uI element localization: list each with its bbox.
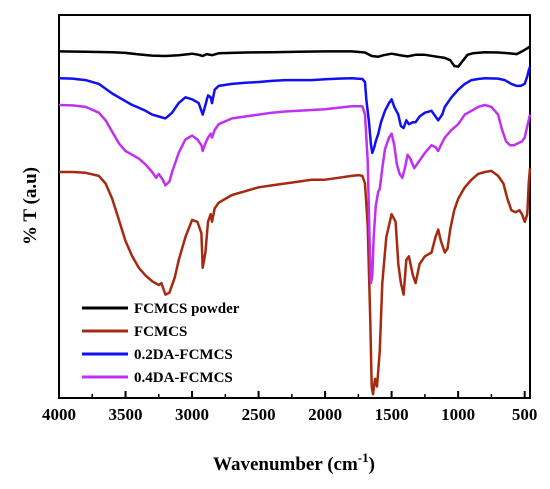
plot-frame	[58, 14, 531, 399]
x-axis-ticks: 4000 3500 3000 2500 2000 1500 1000 500	[42, 391, 537, 424]
legend-label: FCMCS	[134, 324, 187, 340]
legend: FCMCS powder FCMCS 0.2DA-FCMCS 0.4DA-FCMCS	[82, 301, 240, 386]
series-lines	[58, 45, 532, 396]
x-tick-label: 1000	[441, 405, 475, 424]
x-axis-label-main: Wavenumber (cm	[213, 454, 358, 475]
y-axis-label: % T (a.u)	[20, 167, 41, 245]
x-tick-label: 1500	[375, 405, 409, 424]
x-axis-label-superscript: -1	[358, 450, 369, 465]
x-tick-label: 500	[512, 405, 538, 424]
x-tick-label: 3000	[175, 405, 209, 424]
x-axis-label-end: )	[369, 454, 375, 475]
x-tick-label: 2000	[308, 405, 342, 424]
x-tick-label: 4000	[42, 405, 76, 424]
legend-label: 0.2DA-FCMCS	[134, 347, 233, 363]
x-axis-label: Wavenumber (cm-1)	[213, 450, 375, 475]
series-line-fcmcs-powder	[58, 45, 531, 68]
series-line-fcmcs	[59, 168, 532, 396]
legend-label: FCMCS powder	[134, 301, 240, 317]
x-tick-label: 3500	[109, 405, 143, 424]
series-line-0-2da-fcmcs	[58, 66, 532, 155]
legend-label: 0.4DA-FCMCS	[134, 370, 233, 386]
x-tick-label: 2500	[242, 405, 276, 424]
series-line-0-4da-fcmcs	[58, 103, 532, 285]
